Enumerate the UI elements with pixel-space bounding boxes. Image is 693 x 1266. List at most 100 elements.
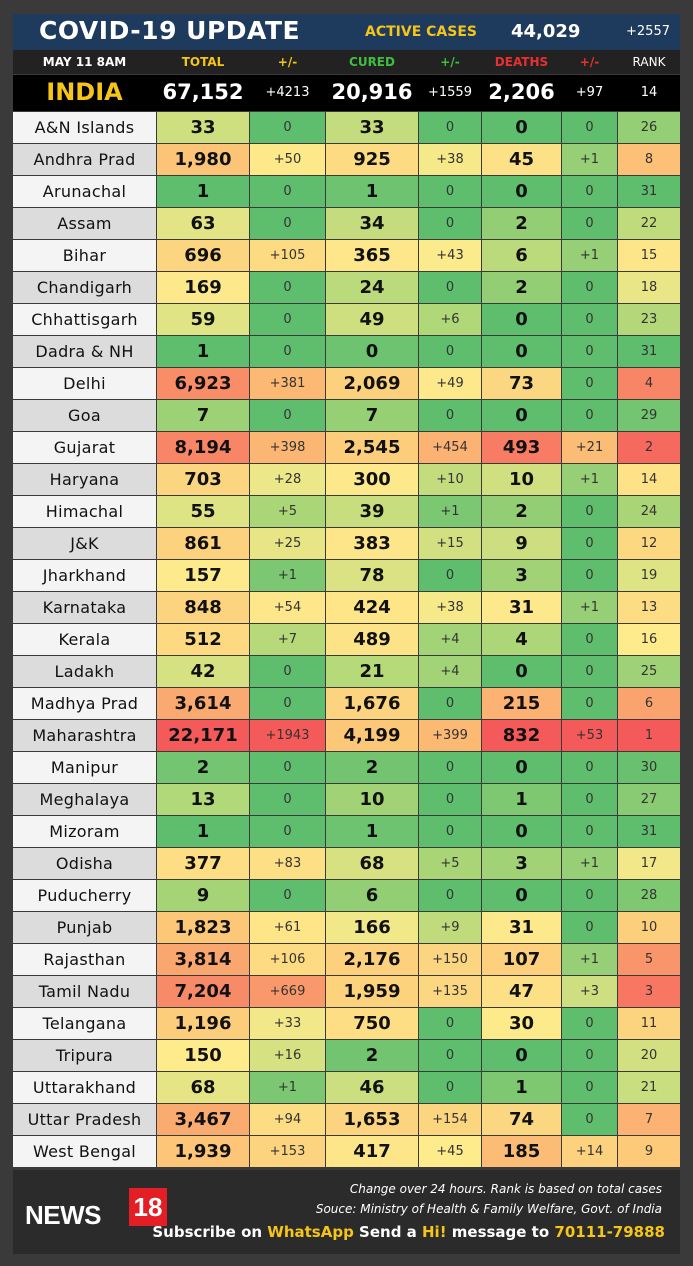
cell-deaths: 73	[482, 368, 561, 399]
cell-rank: 12	[618, 528, 680, 559]
table-row: Goa 7 0 7 0 0 0 29	[13, 400, 680, 431]
cell-tc: 0	[250, 304, 325, 335]
cell-rank: 22	[618, 208, 680, 239]
cell-tc: 0	[250, 400, 325, 431]
table-row: Telangana 1,196 +33 750 0 30 0 11	[13, 1008, 680, 1039]
india-total-row: INDIA 67,152 +4213 20,916 +1559 2,206 +9…	[13, 75, 680, 111]
cell-tc: 0	[250, 752, 325, 783]
cell-total: 150	[157, 1040, 249, 1071]
cell-tc: +54	[250, 592, 325, 623]
cell-dc: 0	[562, 304, 617, 335]
cell-total: 55	[157, 496, 249, 527]
cell-tc: +28	[250, 464, 325, 495]
table-row: Kerala 512 +7 489 +4 4 0 16	[13, 624, 680, 655]
cell-cc: +135	[419, 976, 481, 1007]
cell-tc: 0	[250, 208, 325, 239]
cell-total: 1	[157, 176, 249, 207]
cell-deaths: 2	[482, 496, 561, 527]
cell-tc: +50	[250, 144, 325, 175]
cell-tc: +398	[250, 432, 325, 463]
cell-cured: 424	[326, 592, 418, 623]
cell-total: 2	[157, 752, 249, 783]
cell-cured: 300	[326, 464, 418, 495]
sub-mid: Send a	[353, 1223, 422, 1241]
table-row: A&N Islands 33 0 33 0 0 0 26	[13, 112, 680, 143]
cell-rank: 28	[618, 880, 680, 911]
cell-rank: 23	[618, 304, 680, 335]
cell-total: 1,980	[157, 144, 249, 175]
cell-cc: 0	[419, 688, 481, 719]
table-row: Rajasthan 3,814 +106 2,176 +150 107 +1 5	[13, 944, 680, 975]
cell-cured: 489	[326, 624, 418, 655]
cell-tc: +5	[250, 496, 325, 527]
state-name: Tamil Nadu	[13, 976, 156, 1007]
state-name: Rajasthan	[13, 944, 156, 975]
state-name: Gujarat	[13, 432, 156, 463]
state-name: Chandigarh	[13, 272, 156, 303]
table-row: Chandigarh 169 0 24 0 2 0 18	[13, 272, 680, 303]
col-total-change: +/-	[277, 55, 298, 69]
cell-rank: 20	[618, 1040, 680, 1071]
cell-deaths: 0	[482, 752, 561, 783]
cell-dc: 0	[562, 912, 617, 943]
cell-cured: 365	[326, 240, 418, 271]
table-row: West Bengal 1,939 +153 417 +45 185 +14 9	[13, 1136, 680, 1167]
cell-tc: +7	[250, 624, 325, 655]
cell-rank: 19	[618, 560, 680, 591]
cell-cured: 166	[326, 912, 418, 943]
cell-cured: 2	[326, 752, 418, 783]
sub-app: WhatsApp	[267, 1223, 354, 1241]
cell-cc: 0	[419, 1072, 481, 1103]
cell-dc: 0	[562, 496, 617, 527]
state-name: Manipur	[13, 752, 156, 783]
cell-dc: 0	[562, 624, 617, 655]
cell-deaths: 0	[482, 656, 561, 687]
cell-deaths: 74	[482, 1104, 561, 1135]
sub-pre: Subscribe on	[152, 1223, 268, 1241]
state-name: Puducherry	[13, 880, 156, 911]
cell-rank: 26	[618, 112, 680, 143]
cell-dc: 0	[562, 688, 617, 719]
state-name: Goa	[13, 400, 156, 431]
table-row: Delhi 6,923 +381 2,069 +49 73 0 4	[13, 368, 680, 399]
cell-deaths: 2	[482, 272, 561, 303]
state-name: West Bengal	[13, 1136, 156, 1167]
cell-cured: 24	[326, 272, 418, 303]
table-row: Mizoram 1 0 1 0 0 0 31	[13, 816, 680, 847]
cell-cc: 0	[419, 752, 481, 783]
cell-dc: 0	[562, 816, 617, 847]
cell-tc: 0	[250, 336, 325, 367]
cell-total: 8,194	[157, 432, 249, 463]
india-deaths: 2,206	[488, 80, 555, 104]
state-name: Haryana	[13, 464, 156, 495]
state-name: Delhi	[13, 368, 156, 399]
cell-total: 1	[157, 336, 249, 367]
cell-total: 42	[157, 656, 249, 687]
col-total: TOTAL	[181, 55, 225, 69]
column-header-row: MAY 11 8AM TOTAL +/- CURED +/- DEATHS +/…	[13, 50, 680, 74]
cell-tc: +669	[250, 976, 325, 1007]
state-name: Dadra & NH	[13, 336, 156, 367]
table-row: Punjab 1,823 +61 166 +9 31 0 10	[13, 912, 680, 943]
cell-tc: +381	[250, 368, 325, 399]
cell-cc: +399	[419, 720, 481, 751]
table-row: Haryana 703 +28 300 +10 10 +1 14	[13, 464, 680, 495]
cell-deaths: 6	[482, 240, 561, 271]
cell-tc: +25	[250, 528, 325, 559]
india-label: INDIA	[46, 78, 123, 106]
active-cases-label: ACTIVE CASES	[365, 24, 477, 40]
cell-deaths: 45	[482, 144, 561, 175]
cell-total: 22,171	[157, 720, 249, 751]
cell-rank: 8	[618, 144, 680, 175]
cell-cc: 0	[419, 816, 481, 847]
cell-dc: 0	[562, 1072, 617, 1103]
state-name: Madhya Prad	[13, 688, 156, 719]
cell-rank: 6	[618, 688, 680, 719]
cell-cc: 0	[419, 176, 481, 207]
cell-total: 3,814	[157, 944, 249, 975]
cell-dc: +14	[562, 1136, 617, 1167]
india-deaths-change: +97	[575, 85, 604, 100]
cell-cured: 34	[326, 208, 418, 239]
cell-tc: 0	[250, 272, 325, 303]
cell-tc: +105	[250, 240, 325, 271]
